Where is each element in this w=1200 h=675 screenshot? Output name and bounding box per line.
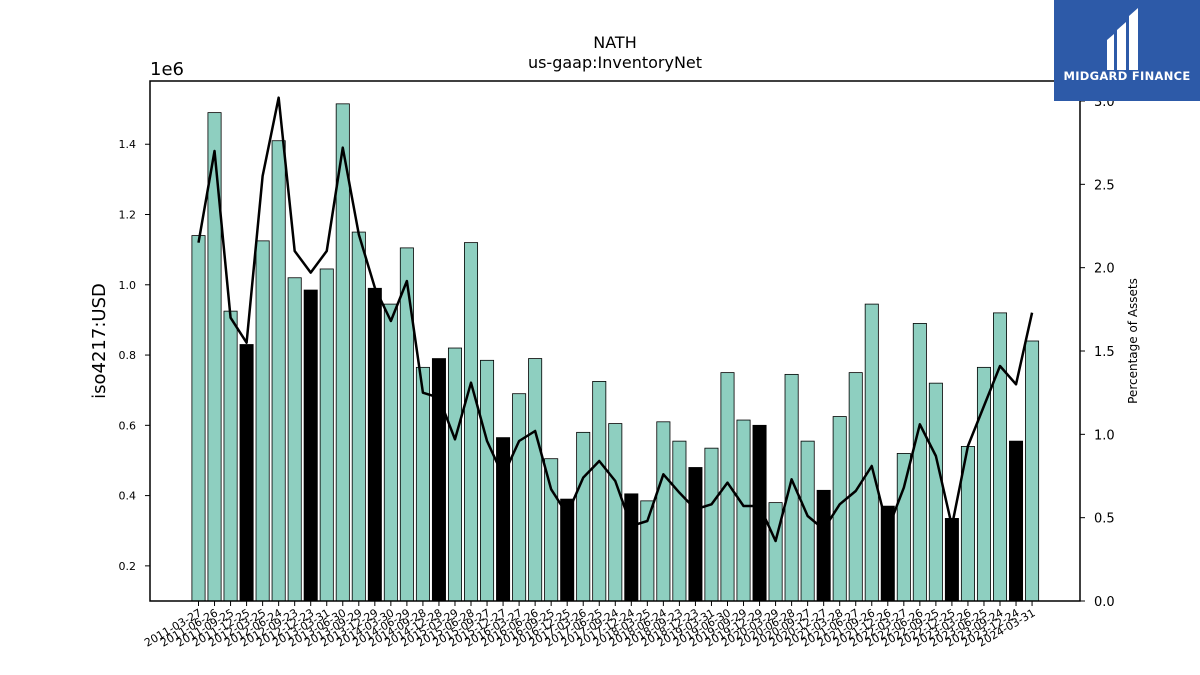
y-ticks-right: 0.00.51.01.52.02.53.0 [1080, 95, 1115, 610]
bar-2011-09-25 [223, 310, 238, 602]
bar-2021-09-26 [864, 303, 879, 602]
y-axis-label: iso4217:USD [89, 283, 110, 399]
y-tick-label: 0.8 [119, 349, 137, 362]
bar-2022-09-25 [928, 382, 943, 602]
bar-2023-09-24 [993, 312, 1008, 602]
brand-name: MIDGARD FINANCE [1063, 69, 1191, 83]
bar-2016-09-25 [544, 458, 559, 602]
y-tick-label: 0.4 [119, 490, 137, 503]
bar-2014-09-28 [415, 366, 430, 602]
bars [191, 103, 1040, 602]
bar-2012-09-23 [287, 277, 302, 602]
bar-2020-12-27 [816, 489, 831, 602]
bar-2021-06-27 [848, 372, 863, 602]
y-right-tick-label: 2.0 [1094, 262, 1115, 277]
bar-2020-03-29 [768, 502, 783, 602]
percentage-line [197, 96, 1034, 543]
bar-2022-03-27 [896, 453, 911, 602]
plot-frame [149, 80, 1081, 602]
brand-logo: MIDGARD FINANCE [1054, 0, 1200, 101]
bar-2022-12-25 [944, 518, 959, 602]
bar-2015-03-29 [447, 347, 462, 602]
bar-2011-06-26 [207, 112, 222, 602]
y-right-tick-label: 2.5 [1094, 178, 1115, 193]
x-ticks: 2011-03-272011-06-262011-09-252011-12-25… [142, 601, 1038, 650]
y-right-tick-label: 0.0 [1094, 595, 1115, 610]
bar-2019-09-29 [736, 419, 751, 602]
bar-2014-03-30 [383, 303, 398, 602]
bar-2017-06-25 [592, 381, 607, 602]
bar-2019-06-30 [720, 372, 735, 602]
y-tick-label: 0.2 [119, 560, 137, 573]
y-ticks-left: 0.2 0.4 0.6 0.8 1.0 1.2 1.4 [119, 138, 150, 573]
bar-2024-03-31 [1025, 340, 1040, 602]
bar-2018-09-23 [672, 440, 687, 602]
y-right-tick-label: 1.5 [1094, 345, 1115, 360]
bar-2016-06-26 [528, 358, 543, 602]
chart-subtitle: us-gaap:InventoryNet [528, 53, 702, 72]
y-right-tick-label: 1.0 [1094, 428, 1115, 443]
bar-2011-03-27 [191, 235, 206, 602]
bar-2013-12-29 [367, 287, 382, 602]
y-tick-label: 1.2 [119, 209, 137, 222]
bar-2018-03-25 [640, 500, 655, 602]
bar-2023-12-24 [1009, 440, 1024, 602]
y-tick-label: 1.0 [119, 279, 137, 292]
bar-2013-09-29 [351, 231, 366, 602]
bar-2017-03-26 [576, 431, 591, 602]
bar-2015-06-28 [464, 242, 479, 602]
bar-2021-03-28 [832, 416, 847, 602]
bar-2018-06-24 [656, 421, 671, 602]
y-tick-label: 0.6 [119, 419, 137, 432]
bar-2013-03-31 [319, 268, 334, 602]
bar-2023-06-25 [976, 366, 991, 602]
percentage-of-assets-line [197, 96, 1034, 543]
bar-2018-12-23 [688, 467, 703, 602]
y-multiplier: 1e6 [150, 59, 184, 80]
bar-2015-12-27 [496, 437, 511, 602]
bar-2012-06-24 [271, 140, 286, 602]
bar-2012-12-23 [303, 289, 318, 602]
bar-2014-06-29 [399, 247, 414, 602]
y-axis-right-label: Percentage of Assets [1126, 278, 1140, 404]
bar-2011-12-25 [239, 344, 254, 602]
bar-2015-09-27 [480, 359, 495, 602]
y-right-tick-label: 0.5 [1094, 512, 1115, 527]
chart-title: NATH [593, 33, 636, 52]
bar-2022-06-26 [912, 323, 927, 602]
bar-2016-03-27 [512, 393, 527, 602]
bar-2017-09-24 [608, 423, 623, 602]
bar-2019-03-31 [704, 447, 719, 602]
y-tick-label: 1.4 [119, 138, 137, 151]
midgard-logo-icon [1107, 8, 1138, 70]
bar-2012-03-25 [255, 240, 270, 602]
